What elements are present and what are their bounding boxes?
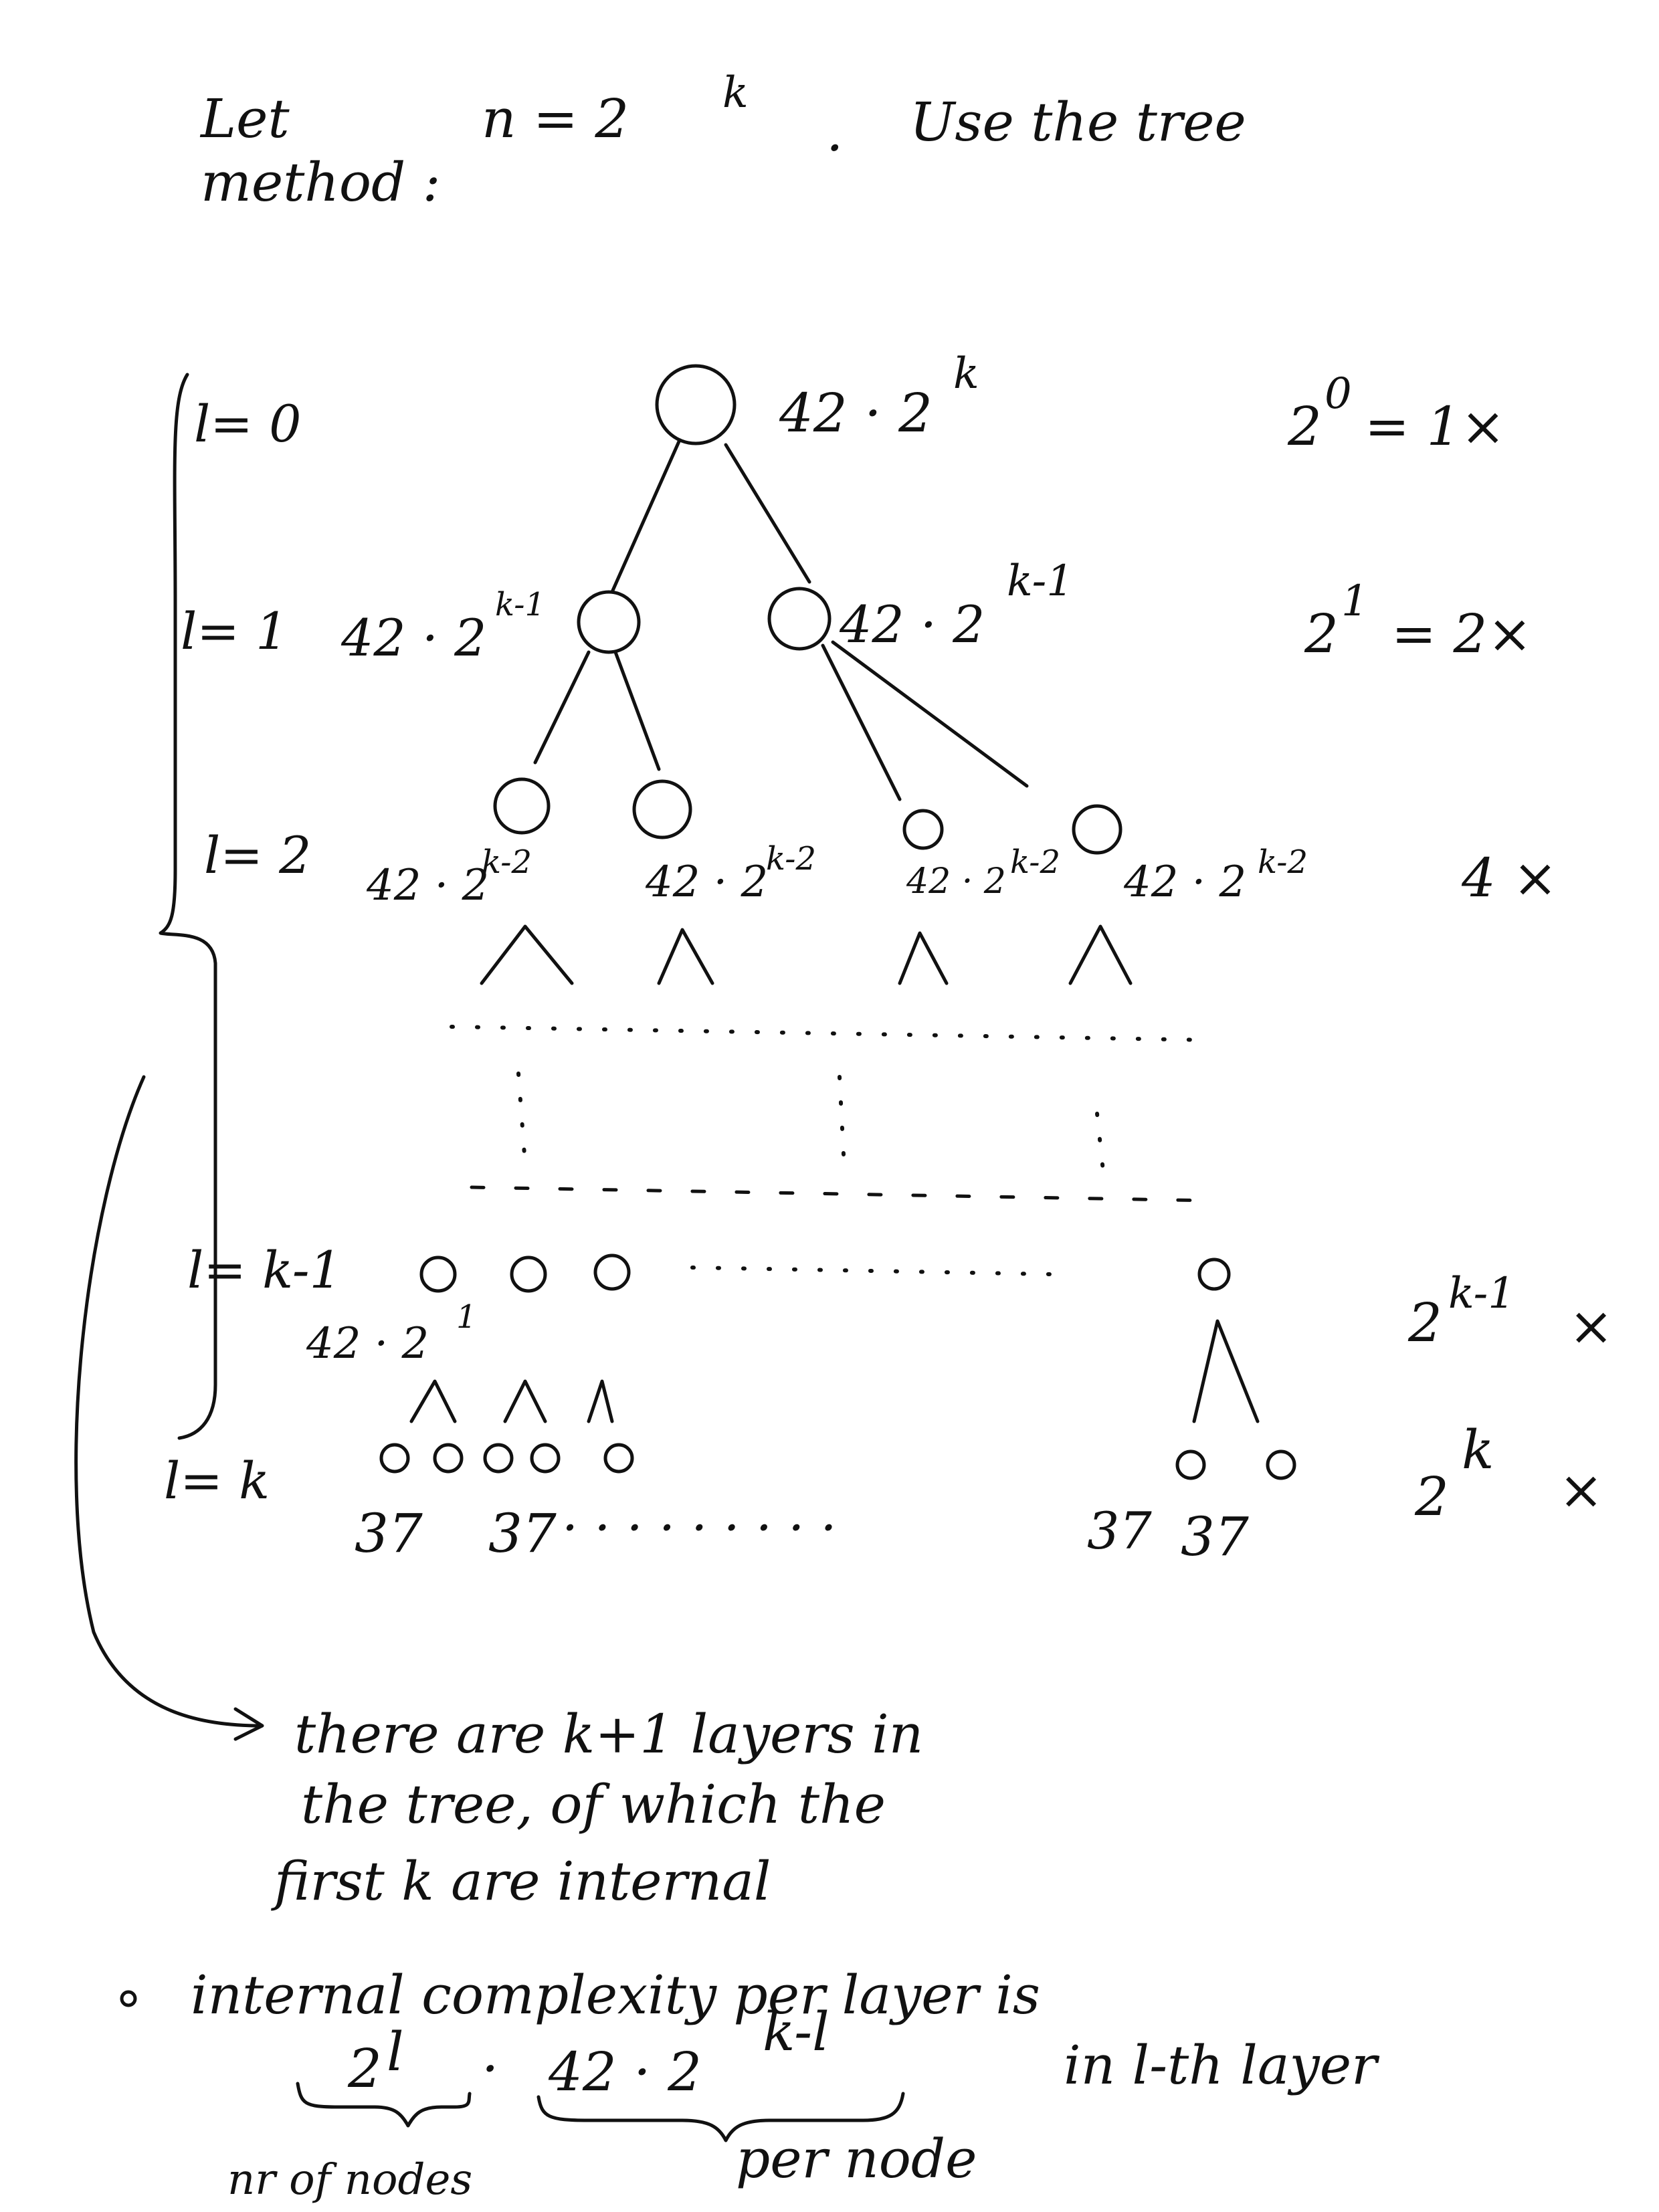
note-arrowhead [233,1707,264,1741]
l2-node-2 [632,779,692,839]
count-l0-rest: = 1× [1365,395,1505,458]
level-label-lk-1: l= k-1 [187,1240,342,1300]
leaf-node-3 [483,1443,514,1474]
leaf-cost-4: 37 [1181,1506,1249,1568]
lk1-cost-exp: 1 [456,1298,477,1336]
formula-suffix: in l-th layer [1064,2034,1380,2096]
leaf-node-7 [1266,1449,1296,1480]
intro-use-the-tree: Use the tree [910,91,1246,153]
lk1-node-1 [419,1255,457,1293]
l1-right-cost-base: 42 · 2 [839,595,985,654]
tree-edges [409,439,1260,1423]
l1-right-cost-exp: k-1 [1007,557,1074,606]
intro-n-equals: n = 2 [482,88,629,150]
bullet-dot [120,1990,137,2007]
l2-cost-3-base: 42 · 2 [906,862,1006,902]
l2-cost-1-exp: k-2 [482,843,532,881]
l2-cost-1-base: 42 · 2 [366,861,489,910]
node-cost-labels: 42 · 2 k 42 · 2 k-1 42 · 2 k-1 42 · 2 k-… [306,349,1308,1568]
count-lk-x: × [1559,1459,1603,1521]
leaf-node-4 [530,1443,561,1474]
count-l0-exp: 0 [1325,369,1352,419]
count-lk1-exp: k-1 [1448,1269,1515,1318]
l1-left-cost-exp: k-1 [495,586,545,623]
l2-node-1 [493,777,551,835]
leaf-node-6 [1175,1449,1206,1480]
count-l1-exp: 1 [1341,577,1369,626]
leaf-node-5 [603,1443,634,1474]
formula-right-exp: k-l [763,2001,830,2063]
tree-nodes [379,364,1296,1480]
intro-period: . [826,101,843,163]
levels-brace [159,373,217,1440]
level-label-l1: l= 1 [181,601,288,661]
count-l1-base: 2 [1304,603,1339,665]
intro-text: Let n = 2 k . Use the tree method : [199,68,1246,213]
root-cost-exp: k [953,349,979,399]
count-l0-base: 2 [1287,395,1322,458]
l2-cost-2-exp: k-2 [766,840,816,878]
count-lk-exp: k [1462,1419,1494,1481]
formula-dot: · [482,2037,498,2100]
l2-cost-2-base: 42 · 2 [645,858,768,907]
complexity-bullet: internal complexity per layer is 2 l · 4… [120,1964,1380,2205]
note-line-3: first k are internal [271,1850,771,1912]
node-counts: 2 0 = 1× 2 1 = 2× 4 × 2 k-1 × 2 k × [1287,369,1614,1528]
leaf-cost-1: 37 [355,1502,423,1565]
count-lk-base: 2 [1414,1466,1449,1528]
bullet-line-1: internal complexity per layer is [191,1964,1040,2026]
l1-left-node [577,590,641,654]
lk1-node-3 [593,1253,631,1291]
level-label-lk: l= k [164,1451,270,1510]
intro-let: Let [199,88,290,150]
formula-right: 42 · 2 [548,2041,702,2103]
intro-exponent-k: k [722,68,749,118]
note-line-2: the tree, of which the [301,1773,886,1835]
layers-note: there are k+1 layers in the tree, of whi… [271,1703,923,1912]
l1-right-node [767,587,832,651]
brace-label-per-node: per node [736,2128,977,2190]
leaf-cost-3: 37 [1087,1501,1152,1561]
ellipsis-lines [450,1025,1213,1276]
root-cost-base: 42 · 2 [779,382,933,444]
count-lk1-base: 2 [1407,1292,1442,1354]
count-l2: 4 × [1461,847,1557,909]
level-label-l2: l= 2 [204,825,312,885]
brace-nodes [296,2082,472,2128]
l2-node-4 [1072,804,1123,855]
l2-cost-4-exp: k-2 [1258,843,1308,881]
l2-node-3 [902,809,944,850]
leaf-node-1 [379,1443,410,1474]
root-node [655,364,737,445]
lk1-node-2 [510,1255,547,1293]
brace-per-node [536,2092,905,2142]
l1-left-cost-base: 42 · 2 [340,608,487,668]
intro-method: method : [201,151,441,213]
count-l1-rest: = 2× [1391,603,1532,665]
formula-left-exp: l [387,2021,404,2083]
formula-left: 2 [347,2037,382,2100]
count-lk1-x: × [1569,1295,1614,1357]
level-labels: l= 0 l= 1 l= 2 l= k-1 l= k [164,394,342,1510]
l2-cost-4-base: 42 · 2 [1123,858,1246,907]
level-label-l0: l= 0 [194,394,302,454]
leaf-cost-2: 37 [488,1502,557,1565]
lk1-node-last [1197,1258,1231,1291]
leaf-cost-ellipsis: · · · · · · · · · [562,1498,837,1557]
l2-cost-3-exp: k-2 [1010,843,1060,881]
lk1-cost-base: 42 · 2 [306,1319,429,1369]
leaf-node-2 [433,1443,464,1474]
note-arrow [74,1075,263,1728]
brace-label-nodes: nr of nodes [227,2155,472,2205]
note-line-1: there are k+1 layers in [294,1703,923,1765]
